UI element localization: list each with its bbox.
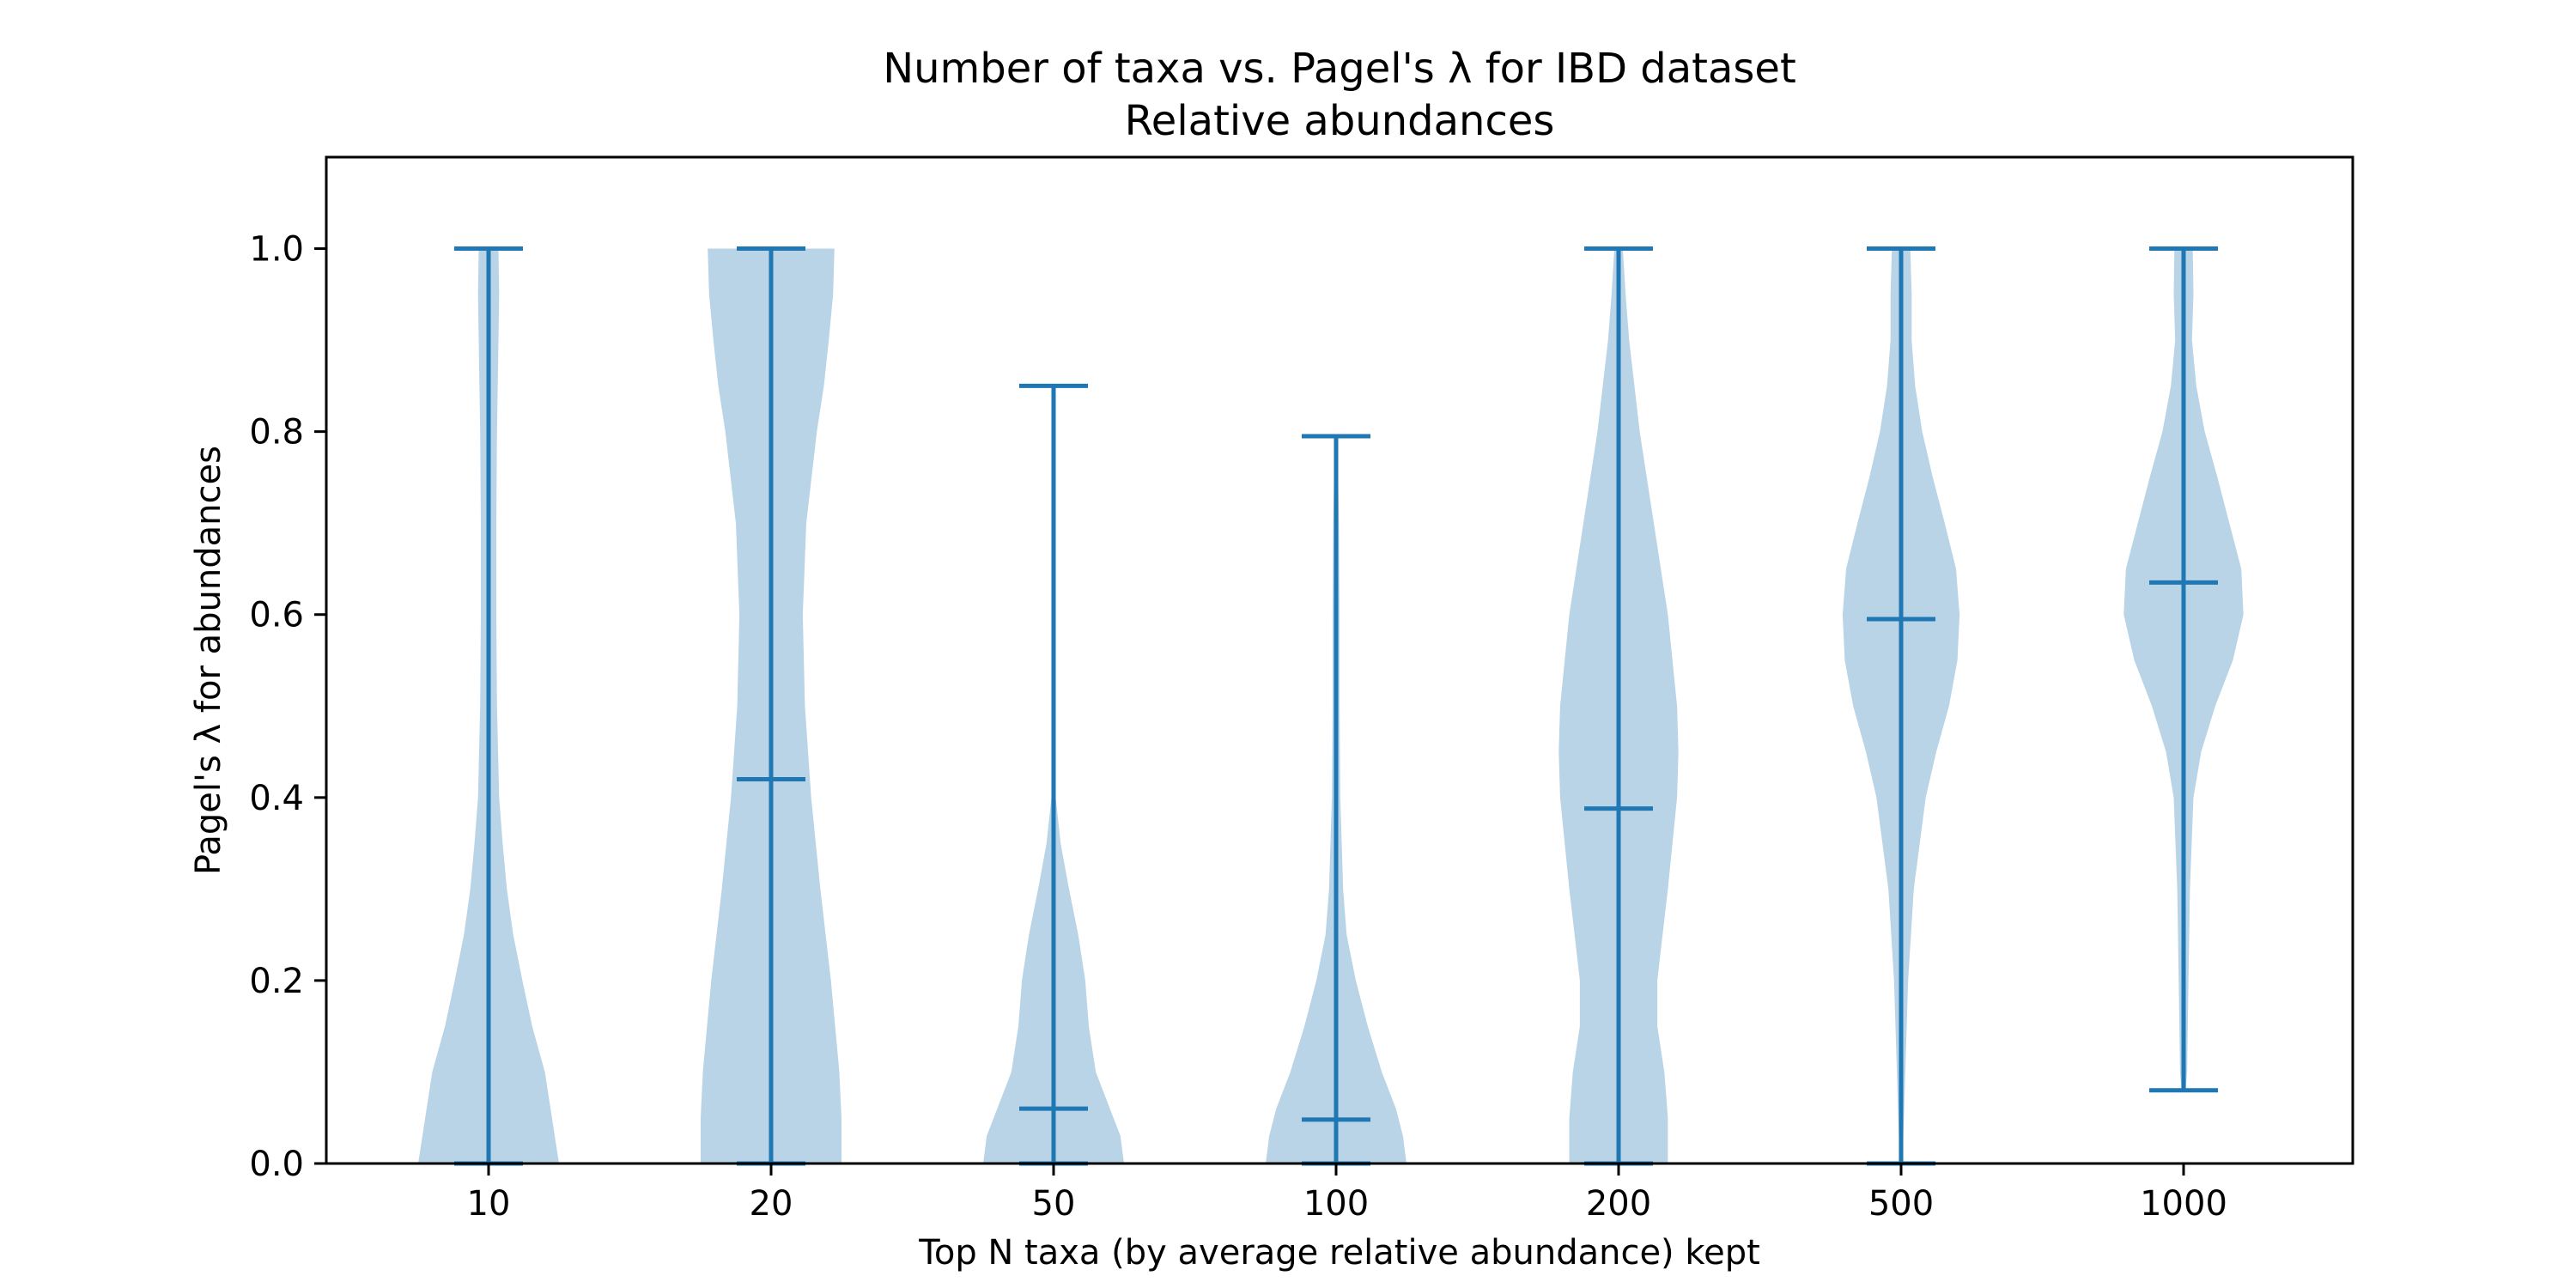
y-tick-label: 0.0 <box>249 1145 304 1184</box>
plot-frame <box>325 155 2354 1165</box>
chart-subtitle: Relative abundances <box>1125 97 1555 145</box>
x-axis: 10 20 50 100 200 500 1000 <box>467 1163 2227 1224</box>
x-axis-label: Top N taxa (by average relative abundanc… <box>918 1233 1760 1273</box>
violin-bodies <box>418 248 2244 1163</box>
y-tick-label: 0.8 <box>249 413 304 453</box>
y-tick-label: 0.6 <box>249 596 304 635</box>
chart-title: Number of taxa vs. Pagel's λ for IBD dat… <box>883 45 1796 93</box>
y-axis-label: Pagel's λ for abundances <box>189 446 228 875</box>
x-tick-label: 50 <box>1032 1184 1076 1224</box>
y-axis: 0.0 0.2 0.4 0.6 0.8 1.0 <box>249 230 326 1184</box>
x-tick-label: 1000 <box>2140 1184 2227 1224</box>
x-tick-label: 500 <box>1868 1184 1934 1224</box>
y-tick-label: 1.0 <box>249 230 304 270</box>
x-tick-label: 10 <box>467 1184 511 1224</box>
y-tick-label: 0.2 <box>249 962 304 1001</box>
x-tick-label: 200 <box>1586 1184 1651 1224</box>
x-tick-label: 100 <box>1303 1184 1369 1224</box>
x-tick-label: 20 <box>750 1184 793 1224</box>
y-tick-label: 0.4 <box>249 779 304 818</box>
